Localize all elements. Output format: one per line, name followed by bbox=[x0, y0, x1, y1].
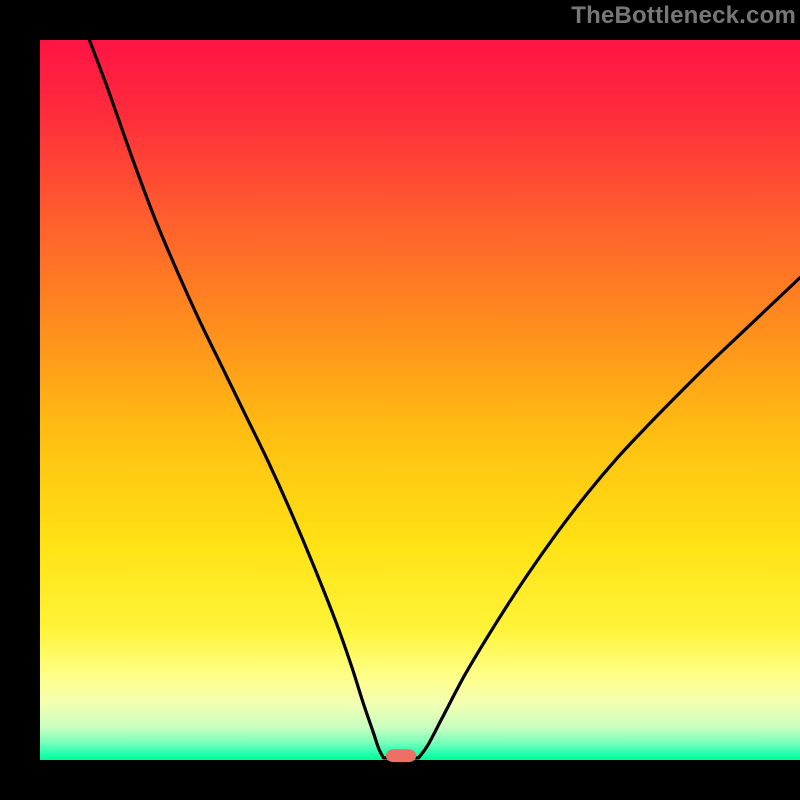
curve-layer bbox=[40, 40, 800, 760]
optimum-marker bbox=[386, 749, 416, 762]
plot-area bbox=[40, 40, 800, 760]
watermark-text: TheBottleneck.com bbox=[571, 2, 796, 30]
bottleneck-curve bbox=[89, 40, 800, 758]
figure-container: TheBottleneck.com bbox=[0, 0, 800, 800]
